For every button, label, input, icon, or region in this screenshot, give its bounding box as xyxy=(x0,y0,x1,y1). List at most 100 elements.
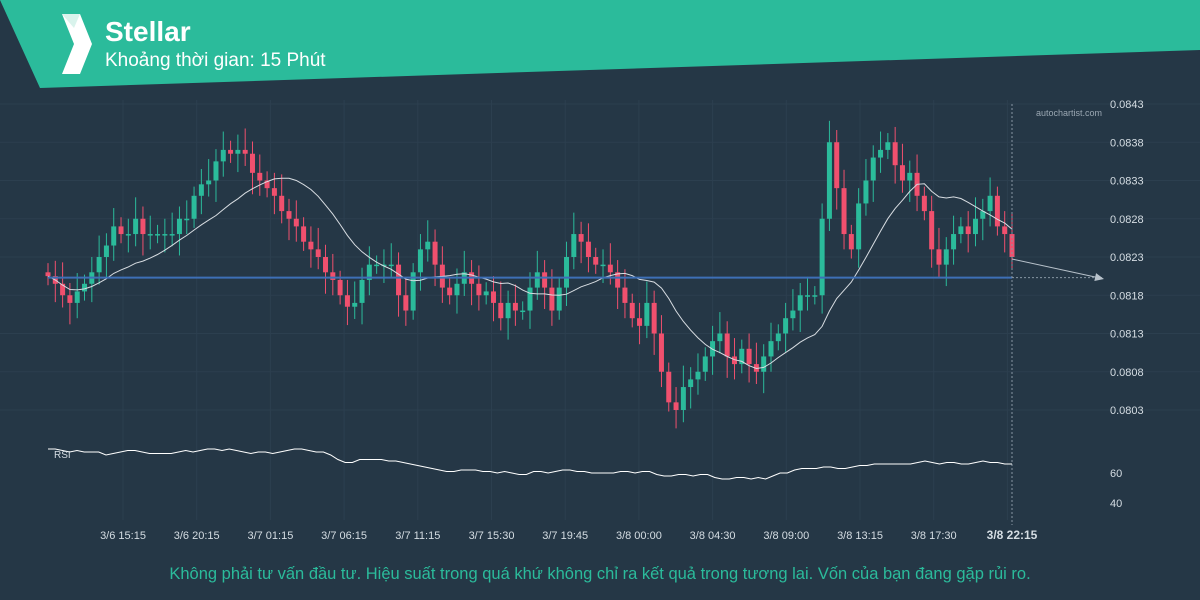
candle xyxy=(644,281,650,339)
candle xyxy=(257,154,263,196)
chart-grid xyxy=(0,100,1200,520)
candle xyxy=(359,267,365,325)
candle xyxy=(878,131,884,173)
x-tick-label: 3/8 13:15 xyxy=(837,530,883,542)
candle xyxy=(527,272,533,329)
candle xyxy=(169,212,175,247)
candle xyxy=(717,312,723,354)
candle xyxy=(936,227,942,277)
candle xyxy=(220,131,226,177)
rsi-tick-label: 60 xyxy=(1110,468,1122,480)
candle xyxy=(819,203,825,314)
candle xyxy=(688,367,694,409)
candle xyxy=(914,154,920,212)
candle xyxy=(542,260,548,310)
candle xyxy=(490,276,496,322)
candle xyxy=(315,227,321,270)
moving-average-line xyxy=(47,177,1013,370)
candle xyxy=(403,276,409,326)
candle xyxy=(191,186,197,228)
candle xyxy=(520,301,526,320)
y-tick-label: 0.0813 xyxy=(1110,329,1144,341)
candle xyxy=(885,133,891,160)
candle xyxy=(534,250,540,300)
candle xyxy=(286,198,292,241)
x-axis: 3/6 15:15 3/6 20:15 3/7 01:15 3/7 06:15 3/7 … xyxy=(100,528,1038,542)
candle xyxy=(279,174,285,224)
candle xyxy=(899,143,905,193)
candle xyxy=(578,221,584,264)
y-tick-label: 0.0833 xyxy=(1110,176,1144,188)
y-tick-label: 0.0843 xyxy=(1110,99,1144,111)
candle xyxy=(702,347,708,381)
candle xyxy=(761,344,767,394)
candle xyxy=(790,289,796,331)
y-tick-label: 0.0808 xyxy=(1110,367,1144,379)
x-tick-label: 3/8 00:00 xyxy=(616,530,662,542)
y-tick-label: 0.0823 xyxy=(1110,252,1144,264)
candle xyxy=(805,276,811,311)
candle xyxy=(980,198,986,241)
candle xyxy=(198,169,204,215)
candle xyxy=(585,223,591,273)
candle xyxy=(768,322,774,372)
candle xyxy=(863,159,869,216)
header: Stellar Khoảng thời gian: 15 Phút xyxy=(0,0,1200,88)
candle xyxy=(344,279,350,326)
candle xyxy=(82,274,88,301)
candle xyxy=(695,353,701,395)
x-tick-label: 3/8 09:00 xyxy=(763,530,809,542)
y-axis: 0.0803 0.0808 0.0813 0.0818 0.0823 0.0828 0.08… xyxy=(1110,99,1144,417)
candle xyxy=(388,243,394,277)
candle xyxy=(155,224,161,244)
candle xyxy=(731,338,737,380)
candle xyxy=(892,126,898,184)
candle xyxy=(162,218,168,253)
candle xyxy=(447,278,453,305)
candle xyxy=(666,362,672,412)
candle xyxy=(746,333,752,383)
x-tick-label: 3/8 17:30 xyxy=(911,530,957,542)
candle xyxy=(841,169,847,250)
candle xyxy=(680,365,686,423)
autochartist-logo-icon xyxy=(62,14,92,74)
candle xyxy=(637,302,643,345)
header-banner xyxy=(0,0,1200,88)
candle xyxy=(118,217,124,244)
candle xyxy=(1002,211,1008,253)
projection-arrow-head xyxy=(1094,273,1104,281)
candle xyxy=(505,290,511,340)
candle xyxy=(615,260,621,310)
y-tick-label: 0.0828 xyxy=(1110,214,1144,226)
candle xyxy=(293,200,299,242)
candle xyxy=(323,244,329,294)
candle xyxy=(374,255,380,274)
candle xyxy=(673,387,679,429)
disclaimer: Không phải tư vấn đầu tư. Hiệu suất tron… xyxy=(169,565,1031,583)
candle xyxy=(271,172,277,215)
y-tick-label: 0.0818 xyxy=(1110,290,1144,302)
candle xyxy=(965,211,971,253)
candle xyxy=(834,130,840,210)
candle xyxy=(812,286,818,305)
candle xyxy=(870,145,876,202)
candle xyxy=(45,263,51,286)
page-title: Stellar xyxy=(105,16,191,47)
candle xyxy=(556,278,562,320)
timeframe-label: Khoảng thời gian: 15 Phút xyxy=(105,50,326,71)
candle xyxy=(352,281,358,319)
candle xyxy=(125,218,131,253)
candle xyxy=(476,265,482,311)
candle xyxy=(564,241,570,306)
candle xyxy=(622,269,628,319)
candle xyxy=(856,188,862,268)
candle xyxy=(337,270,343,305)
x-tick-label: 3/6 15:15 xyxy=(100,530,146,542)
candle xyxy=(366,246,372,296)
candle xyxy=(739,339,745,374)
x-tick-label: 3/7 01:15 xyxy=(247,530,293,542)
candle xyxy=(249,141,255,195)
candle xyxy=(147,215,153,250)
candle xyxy=(330,253,336,296)
candle xyxy=(658,315,664,388)
